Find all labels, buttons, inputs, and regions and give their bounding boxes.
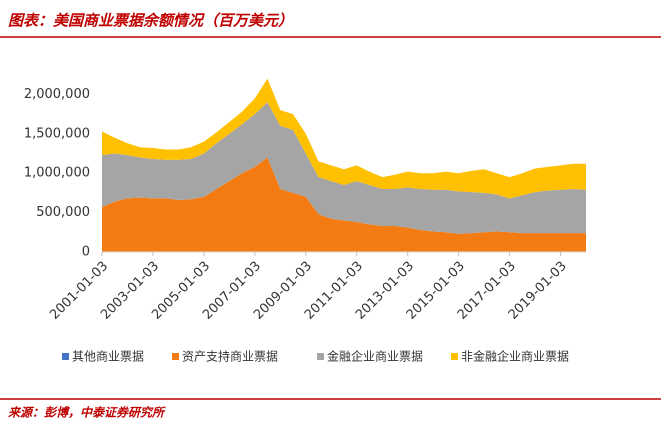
legend-swatch — [172, 353, 179, 360]
legend-swatch — [62, 353, 69, 360]
y-tick-label: 2,000,000 — [24, 87, 90, 102]
area — [102, 157, 586, 252]
legend-label: 资产支持商业票据 — [182, 349, 278, 364]
source-note: 来源：彭博，中泰证券研究所 — [8, 406, 166, 420]
y-tick-label: 0 — [82, 245, 90, 260]
legend-label: 非金融企业商业票据 — [461, 349, 569, 364]
legend-label: 金融企业商业票据 — [327, 349, 423, 364]
y-tick-label: 500,000 — [36, 205, 90, 220]
y-tick-label: 1,000,000 — [24, 166, 90, 181]
legend-swatch — [451, 353, 458, 360]
y-tick-label: 1,500,000 — [24, 126, 90, 141]
legend-label: 其他商业票据 — [72, 349, 144, 364]
area — [102, 78, 586, 199]
area — [102, 102, 586, 234]
chart-title: 图表：美国商业票据余额情况（百万美元） — [8, 12, 293, 30]
legend-swatch — [317, 353, 324, 360]
